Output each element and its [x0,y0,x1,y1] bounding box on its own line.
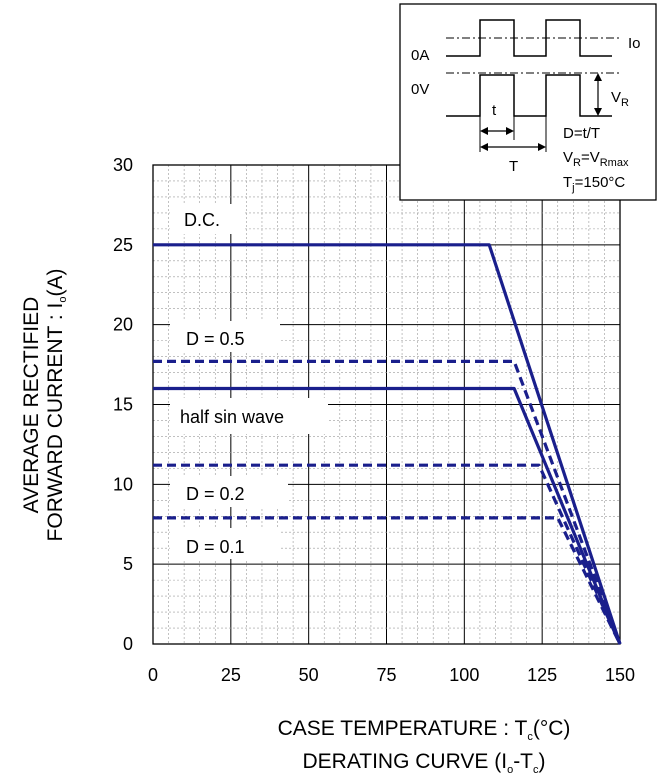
x-axis-title: CASE TEMPERATURE : Tc(°C) [278,717,571,743]
x-tick-label: 0 [148,665,158,685]
inset-label-0v: 0V [411,81,429,98]
chart-caption: DERATING CURVE (Io-Tc) [302,750,545,776]
series-label-d01: D = 0.1 [186,537,245,557]
series-label-d02: D = 0.2 [186,484,245,504]
y-axis-title-line1: AVERAGE RECTIFIED [20,297,43,514]
y-tick-label: 10 [113,474,133,494]
series-label-dc: D.C. [184,210,220,230]
series-line-3 [153,463,622,645]
plot-frame [152,164,621,645]
series-line-0 [153,243,622,645]
series-label-d05: D = 0.5 [186,329,245,349]
inset-period-arrowhead-right [538,143,546,151]
inset-label-t: t [492,102,497,119]
label-box-d05 [170,321,280,352]
y-tick-label: 25 [113,235,133,255]
inset-eq-duty: D=t/T [563,125,600,142]
inset-eq-tj: Tj=150°C [563,174,625,194]
y-axis-title: AVERAGE RECTIFIED FORWARD CURRENT : Io(A… [20,269,69,542]
inset-vr-arrowhead-up [594,73,602,81]
x-tick-label: 25 [221,665,241,685]
y-tick-label: 15 [113,395,133,415]
inset-t-arrowhead-right [506,127,514,135]
y-tick-label: 5 [123,554,133,574]
inset-voltage-wave [446,74,612,117]
inset-period-arrowhead-left [480,143,488,151]
x-tick-label: 125 [527,665,557,685]
inset-frame [399,3,657,201]
y-tick-label: 0 [123,634,133,654]
y-tick-label: 30 [113,155,133,175]
label-box-d02 [170,476,288,507]
inset-label-period: T [509,158,518,175]
x-tick-label: 50 [299,665,319,685]
series-label-half-sin: half sin wave [180,407,284,427]
label-box-half-sin [170,398,328,434]
waveform-inset: 0A 0V Io VR t T D=t/T VR=VRmax Tj=150°C [399,3,657,201]
inset-vr-arrowhead-down [594,108,602,116]
inset-label-io: Io [628,35,641,52]
x-tick-label: 150 [605,665,635,685]
inset-eq-vr: VR=VRmax [563,149,629,169]
x-tick-label: 75 [376,665,396,685]
series-line-2 [153,386,622,645]
y-axis-title-line2: FORWARD CURRENT : Io(A) [44,269,69,542]
label-box-dc [170,204,245,234]
inset-label-0a: 0A [411,47,429,64]
y-tick-label: 20 [113,315,133,335]
series-lines [153,243,622,645]
x-tick-label: 100 [449,665,479,685]
inset-t-arrowhead-left [480,127,488,135]
label-box-d01 [170,528,280,559]
series-line-4 [153,516,622,645]
series-line-1 [153,359,622,645]
tick-labels: 0 25 50 75 100 125 150 0 5 10 15 20 25 30 [113,155,635,685]
inset-current-wave [446,19,612,57]
inset-label-vr: VR [611,89,629,109]
